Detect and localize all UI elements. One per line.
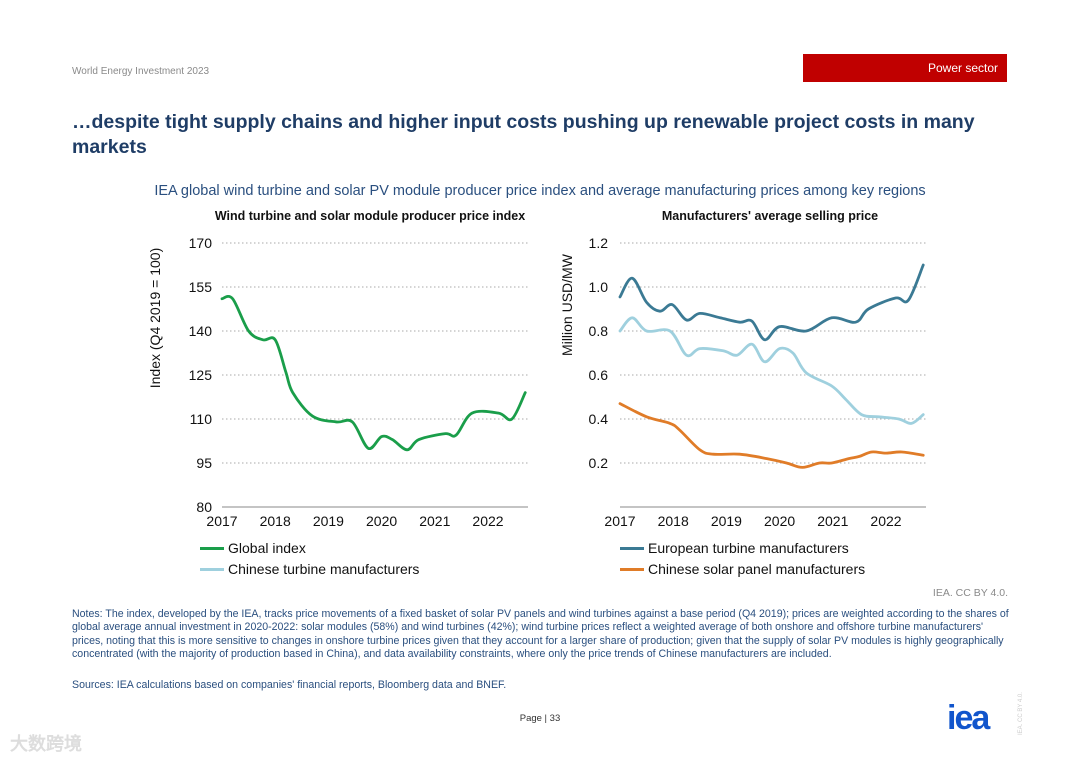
x-tick-label: 2021 — [419, 513, 450, 529]
legend-label: Chinese turbine manufacturers — [228, 561, 420, 577]
figure-subtitle: IEA global wind turbine and solar PV mod… — [154, 183, 926, 199]
legend-item-chinese-solar: Chinese solar panel manufacturers — [620, 561, 865, 577]
legend-swatch — [620, 546, 644, 550]
x-tick-label: 2019 — [313, 513, 344, 529]
sources-text: Sources: IEA calculations based on compa… — [72, 679, 507, 691]
legend-label: Chinese solar panel manufacturers — [648, 561, 866, 577]
y-axis-label: Index (Q4 2019 = 100) — [147, 248, 163, 389]
x-tick-label: 2022 — [870, 513, 901, 529]
legend-item-chinese-turbine: Chinese turbine manufacturers — [200, 561, 419, 577]
watermark: 大数跨境 — [10, 734, 82, 754]
section-tag: Power sector — [803, 54, 1007, 82]
x-tick-label: 2019 — [711, 513, 742, 529]
series-line-global-index — [220, 294, 527, 452]
legend-swatch — [200, 546, 224, 550]
page-title: …despite tight supply chains and higher … — [72, 111, 975, 158]
series-line-chinese-solar-panel-manufacturers — [618, 402, 925, 469]
y-tick-label: 1.2 — [589, 235, 609, 251]
y-tick-label: 125 — [189, 367, 213, 383]
side-license-text: IEA. CC BY 4.0. — [1018, 692, 1024, 735]
y-tick-label: 95 — [196, 455, 212, 471]
y-tick-label: 140 — [189, 323, 213, 339]
series-line-european-turbine-manufacturers — [618, 263, 925, 342]
document-label: World Energy Investment 2023 — [72, 66, 210, 77]
x-tick-label: 2018 — [260, 513, 291, 529]
legend-swatch — [200, 567, 224, 571]
y-tick-label: 0.8 — [589, 323, 609, 339]
y-tick-label: 0.2 — [589, 455, 609, 471]
right-chart-title: Manufacturers' average selling price — [661, 209, 879, 223]
y-tick-label: 80 — [196, 499, 212, 515]
legend-item-european-turbine: European turbine manufacturers — [620, 540, 849, 556]
left-chart-title: Wind turbine and solar module producer p… — [214, 209, 526, 223]
notes-text: Notes: The index, developed by the IEA, … — [72, 608, 1009, 660]
y-tick-label: 0.6 — [589, 367, 609, 383]
x-tick-label: 2020 — [764, 513, 795, 529]
x-tick-label: 2017 — [604, 513, 635, 529]
y-tick-label: 155 — [189, 279, 213, 295]
x-tick-label: 2018 — [658, 513, 689, 529]
y-tick-label: 110 — [190, 411, 213, 427]
y-tick-label: 170 — [189, 235, 213, 251]
series-line-chinese-turbine-manufacturers — [618, 316, 925, 425]
legend-label: European turbine manufacturers — [648, 540, 849, 556]
x-tick-label: 2021 — [817, 513, 848, 529]
page-number: Page | 33 — [519, 713, 561, 724]
y-tick-label: 1.0 — [589, 279, 609, 295]
x-tick-label: 2022 — [472, 513, 503, 529]
legend-label: Global index — [228, 540, 306, 556]
legend-item-global-index: Global index — [200, 540, 306, 556]
x-tick-label: 2017 — [206, 513, 237, 529]
legend-swatch — [620, 567, 644, 571]
x-tick-label: 2020 — [366, 513, 397, 529]
iea-logo: iea — [947, 699, 990, 737]
credit-text: IEA. CC BY 4.0. — [932, 587, 1008, 599]
y-tick-label: 0.4 — [589, 411, 609, 427]
y-axis-label: Million USD/MW — [559, 253, 575, 356]
